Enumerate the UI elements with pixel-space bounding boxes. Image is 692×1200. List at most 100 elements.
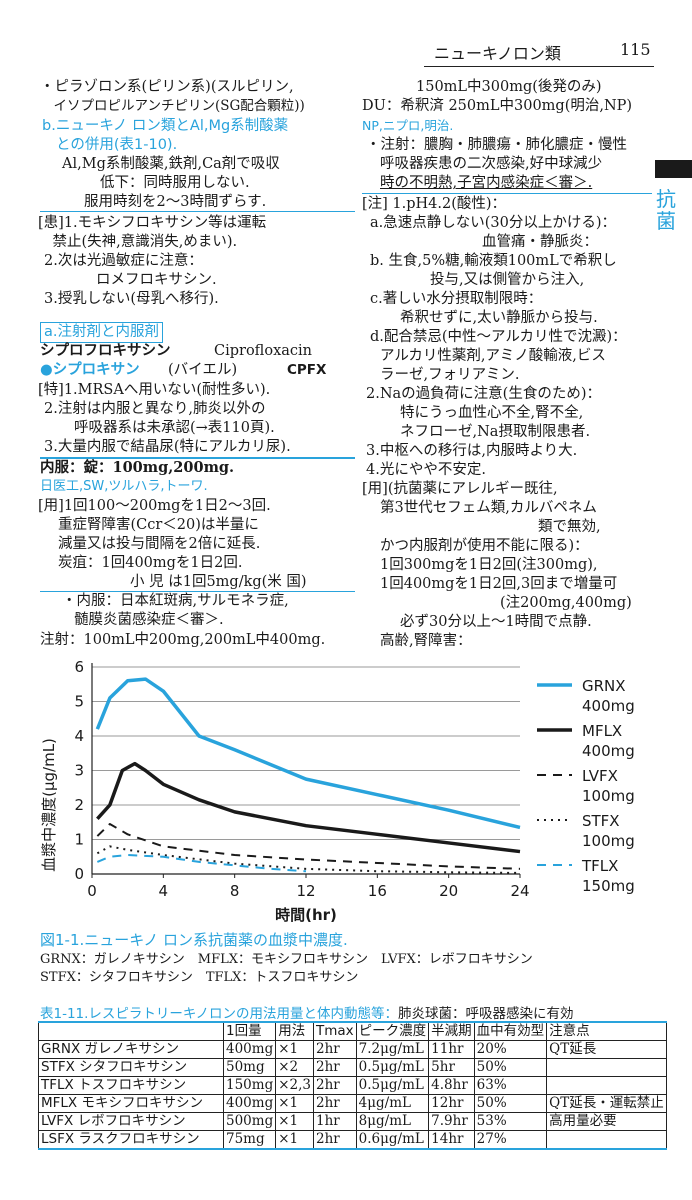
table-cell: 11hr bbox=[428, 1040, 475, 1059]
x-tick-label: 0 bbox=[87, 882, 97, 900]
table-cell: 4μg/mL bbox=[355, 1094, 430, 1113]
divider bbox=[40, 211, 355, 212]
drug-name-cell: GRNX ガレノキサシン bbox=[38, 1040, 224, 1059]
text-line: 服用時刻を2〜3時間ずらす. bbox=[84, 194, 267, 210]
text-line: イソプロピルアンチピリン(SG配合顆粒)) bbox=[40, 98, 305, 114]
running-header-title: ニューキノロン類 bbox=[434, 44, 561, 63]
x-axis-label: 時間(hr) bbox=[275, 906, 337, 924]
y-tick-label: 4 bbox=[74, 727, 84, 745]
text-line: (注200mg,400mg) bbox=[500, 595, 632, 611]
text-line: かつ内服剤が使用不能に限る)： bbox=[380, 538, 589, 554]
y-tick-label: 1 bbox=[74, 831, 84, 849]
text-line: [特]1.MRSAへ用いない(耐性多い). bbox=[38, 382, 271, 398]
chapter-side-label: 抗菌 bbox=[656, 187, 676, 233]
text-line: 1回300mgを1日2回(注300mg), bbox=[380, 557, 598, 573]
text-line: ネフローゼ,Na摂取制限患者. bbox=[400, 424, 591, 440]
text-line: アルカリ性薬剤,アミノ酸輸液,ビス bbox=[380, 348, 606, 364]
table-cell: 2hr bbox=[313, 1094, 357, 1113]
text-line: 呼吸器疾患の二次感染,好中球減少 bbox=[380, 156, 603, 172]
table-cell: 75mg bbox=[222, 1130, 277, 1150]
y-tick-label: 2 bbox=[74, 796, 84, 814]
table-cell: 4.8hr bbox=[428, 1076, 475, 1095]
table-cell: 2hr bbox=[313, 1076, 357, 1095]
y-tick-label: 6 bbox=[74, 658, 84, 676]
legend-label: TFLX bbox=[581, 857, 618, 875]
table-row: TFLX トスフロキサシン 150mg ×2,3 2hr 0.5μg/mL 4.8hr 63… bbox=[38, 1076, 667, 1095]
legend-dose: 400mg bbox=[582, 742, 635, 760]
table-cell: 0.5μg/mL bbox=[355, 1076, 430, 1095]
text-line: 小 児 は1回5mg/kg(米 国) bbox=[130, 574, 307, 590]
series-line-lvfx bbox=[96, 822, 521, 870]
table-row: LSFX ラスクフロキサシン 75mg ×1 2hr 0.6μg/mL 14hr 27% bbox=[38, 1130, 667, 1150]
text-line: 150mL中300mg(後発のみ) bbox=[416, 79, 602, 95]
section-heading-a: a.注射剤と内服剤 bbox=[40, 322, 163, 343]
table-cell: 50% bbox=[473, 1058, 548, 1077]
table-header-cell: ピーク濃度 bbox=[355, 1021, 430, 1041]
table-cell: 2hr bbox=[313, 1058, 357, 1077]
text-line: 減量又は投与間隔を2倍に延長. bbox=[58, 536, 261, 552]
drug-name-cell: STFX シタフロキサシン bbox=[38, 1058, 224, 1077]
table-header-cell: 用法 bbox=[275, 1021, 314, 1041]
table-row: LVFX レボフロキサシン 500mg ×1 1hr 8μg/mL 7.9hr 53% 高用量… bbox=[38, 1112, 667, 1131]
text-line: 必ず30分以上〜1時間で点静. bbox=[400, 614, 592, 630]
divider bbox=[40, 591, 355, 592]
text-line: [用]1回100〜200mgを1日2〜3回. bbox=[38, 498, 271, 514]
drug-name-cell: LVFX レボフロキサシン bbox=[38, 1112, 224, 1131]
text-line: ロメフロキサシン. bbox=[96, 272, 217, 288]
oral-form: 内服：錠：100mg,200mg. bbox=[40, 459, 235, 476]
table-cell: ×1 bbox=[275, 1112, 314, 1131]
drug-latin: Ciprofloxacin bbox=[214, 343, 312, 359]
x-tick-label: 20 bbox=[439, 882, 458, 900]
text-line: 2.次は光過敏症に注意： bbox=[44, 253, 203, 269]
text-line: 低下：同時服用しない. bbox=[100, 175, 250, 191]
brand-maker: (バイエル) bbox=[168, 362, 238, 378]
chapter-tab-marker bbox=[655, 160, 692, 178]
table-cell: 5hr bbox=[428, 1058, 475, 1077]
table-title-suffix: 肺炎球菌：呼吸器感染に有効 bbox=[397, 1006, 574, 1022]
chart-series bbox=[95, 677, 521, 874]
y-tick-label: 5 bbox=[74, 693, 84, 711]
text-line: DU：希釈済 250mL中300mg(明治,NP) bbox=[362, 98, 633, 114]
page-number: 115 bbox=[620, 40, 651, 59]
header-rule bbox=[424, 66, 654, 67]
text-line: d.配合禁忌(中性〜アルカリ性で沈澱)： bbox=[370, 329, 627, 345]
table-cell: 0.5μg/mL bbox=[355, 1058, 430, 1077]
table-cell: QT延長・運転禁止 bbox=[546, 1094, 667, 1113]
figure-caption: 図1-1.ニューキノ ロン系抗菌薬の血漿中濃度. bbox=[40, 931, 348, 949]
text-line: 投与,又は側管から注入, bbox=[430, 272, 585, 288]
table-cell: ×2,3 bbox=[275, 1076, 314, 1095]
table-cell: 7.2μg/mL bbox=[355, 1040, 430, 1059]
table-cell: 12hr bbox=[428, 1094, 475, 1113]
text-line: 炭疽：1回400mgを1日2回. bbox=[58, 555, 243, 571]
table-cell: 400mg bbox=[222, 1094, 277, 1113]
y-tick-label: 0 bbox=[74, 865, 84, 883]
table-cell: 27% bbox=[473, 1130, 548, 1150]
text-line: 高齢,腎障害： bbox=[380, 633, 472, 649]
legend-label: LVFX bbox=[582, 767, 618, 785]
text-line: 3.授乳しない(母乳へ移行). bbox=[44, 291, 219, 307]
text-line: 1回400mgを1日2回,3回まで増量可 bbox=[380, 576, 618, 592]
text-line: ・注射：膿胸・肺膿瘍・肺化膿症・慢性 bbox=[366, 137, 627, 153]
text-line: ラーゼ,フォリアミン. bbox=[380, 367, 520, 383]
table-row: MFLX モキシフロキサシン 400mg ×1 2hr 4μg/mL 12hr 50% QT延… bbox=[38, 1094, 667, 1113]
text-line: Al,Mg系制酸薬,鉄剤,Ca剤で吸収 bbox=[62, 156, 280, 172]
table-cell bbox=[546, 1058, 667, 1077]
text-line: 第3世代セフェム類,カルバペネム bbox=[380, 500, 597, 516]
injection-form: 注射：100mL中200mg,200mL中400mg. bbox=[40, 632, 326, 648]
x-tick-label: 4 bbox=[159, 882, 169, 900]
y-axis-label: 血漿中濃度(μg/mL) bbox=[40, 738, 58, 872]
drug-name-cell: MFLX モキシフロキサシン bbox=[38, 1094, 224, 1113]
chart-legend: GRNX 400mg MFLX 400mg LVFX 100mg STFX 100mg TFLX… bbox=[537, 677, 635, 895]
table-row: STFX シタフロキサシン 50mg ×2 2hr 0.5μg/mL 5hr 50% bbox=[38, 1058, 667, 1077]
table-header-cell bbox=[38, 1021, 224, 1041]
table-cell: 50% bbox=[473, 1094, 548, 1113]
table-row: GRNX ガレノキサシン 400mg ×1 2hr 7.2μg/mL 11hr 20% QT延… bbox=[38, 1040, 667, 1059]
x-tick-label: 8 bbox=[230, 882, 240, 900]
text-line: 2.Naの過負荷に注意(生食のため)： bbox=[366, 386, 601, 402]
table-cell bbox=[546, 1130, 667, 1150]
legend-dose: 150mg bbox=[582, 877, 635, 895]
table-cell: QT延長 bbox=[546, 1040, 667, 1059]
table-cell: 500mg bbox=[222, 1112, 277, 1131]
